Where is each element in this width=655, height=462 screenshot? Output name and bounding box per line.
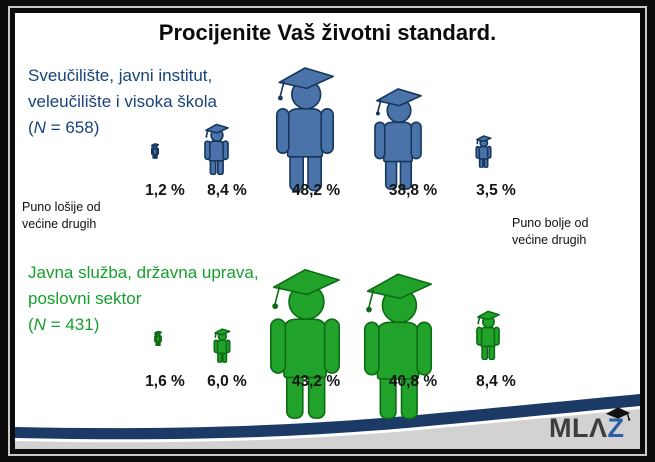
pct-label-javna-sluzba-1: 6,0 % — [207, 373, 247, 390]
group-university-heading: Sveučilište, javni institut, veleučilišt… — [28, 63, 217, 141]
group-university-n-label: (N = 658) — [28, 118, 100, 137]
pct-label-sveuciliste-3: 38,8 % — [388, 182, 438, 199]
graduate-figure-icon-javna-sluzba-1 — [213, 328, 231, 363]
scale-anchor-left: Puno lošije od većine drugih — [22, 200, 101, 231]
graduate-figure-icon-javna-sluzba-4 — [475, 310, 501, 360]
graduate-figure-icon-sveuciliste-3 — [371, 86, 425, 190]
group-public-sector-heading-line-1: Javna služba, državna uprava, — [28, 263, 259, 282]
graduate-figure-icon-sveuciliste-0 — [151, 143, 159, 159]
pct-label-sveuciliste-0: 1,2 % — [145, 182, 185, 199]
pct-label-javna-sluzba-3: 40,8 % — [388, 373, 438, 390]
graduate-figure-icon-sveuciliste-1 — [203, 123, 230, 175]
pct-label-sveuciliste-1: 8,4 % — [207, 182, 247, 199]
slide-title: Procijenite Vaš životni standard. — [158, 20, 497, 45]
group-university-heading-line-2: veleučilište i visoka škola — [28, 92, 217, 111]
group-public-sector-heading-line-2: poslovni sektor — [28, 289, 142, 308]
mlaz-logo-z: Z — [607, 413, 625, 443]
group-public-sector-n-label: (N = 431) — [28, 315, 100, 334]
bottom-swoosh — [15, 394, 640, 449]
mlaz-logo-letters: MLΛ — [549, 413, 608, 443]
slide-canvas: Procijenite Vaš životni standard. Sveuči… — [15, 13, 640, 449]
swoosh-gray-area — [15, 409, 640, 449]
group-university-heading-line-1: Sveučilište, javni institut, — [28, 66, 213, 85]
graduate-figure-icon-javna-sluzba-3 — [359, 270, 437, 420]
mlaz-logo: MLΛ Z — [549, 407, 630, 443]
graduate-figure-icon-javna-sluzba-2 — [265, 265, 345, 420]
pct-label-javna-sluzba-2: 43,2 % — [291, 373, 341, 390]
graduate-figure-icon-javna-sluzba-0 — [154, 331, 162, 346]
swoosh-navy-band — [15, 394, 640, 440]
graduate-figure-icon-sveuciliste-2 — [272, 64, 338, 192]
pct-label-javna-sluzba-0: 1,6 % — [145, 373, 185, 390]
pct-label-sveuciliste-2: 48,2 % — [291, 182, 341, 199]
mlaz-logo-cap-icon — [605, 407, 630, 421]
pct-label-javna-sluzba-4: 8,4 % — [476, 373, 516, 390]
pct-label-sveuciliste-4: 3,5 % — [476, 182, 516, 199]
group-public-sector-heading: Javna služba, državna uprava, poslovni s… — [28, 260, 259, 338]
scale-anchor-right: Puno bolje od većine drugih — [512, 216, 589, 247]
graduate-figure-icon-sveuciliste-4 — [475, 135, 492, 168]
